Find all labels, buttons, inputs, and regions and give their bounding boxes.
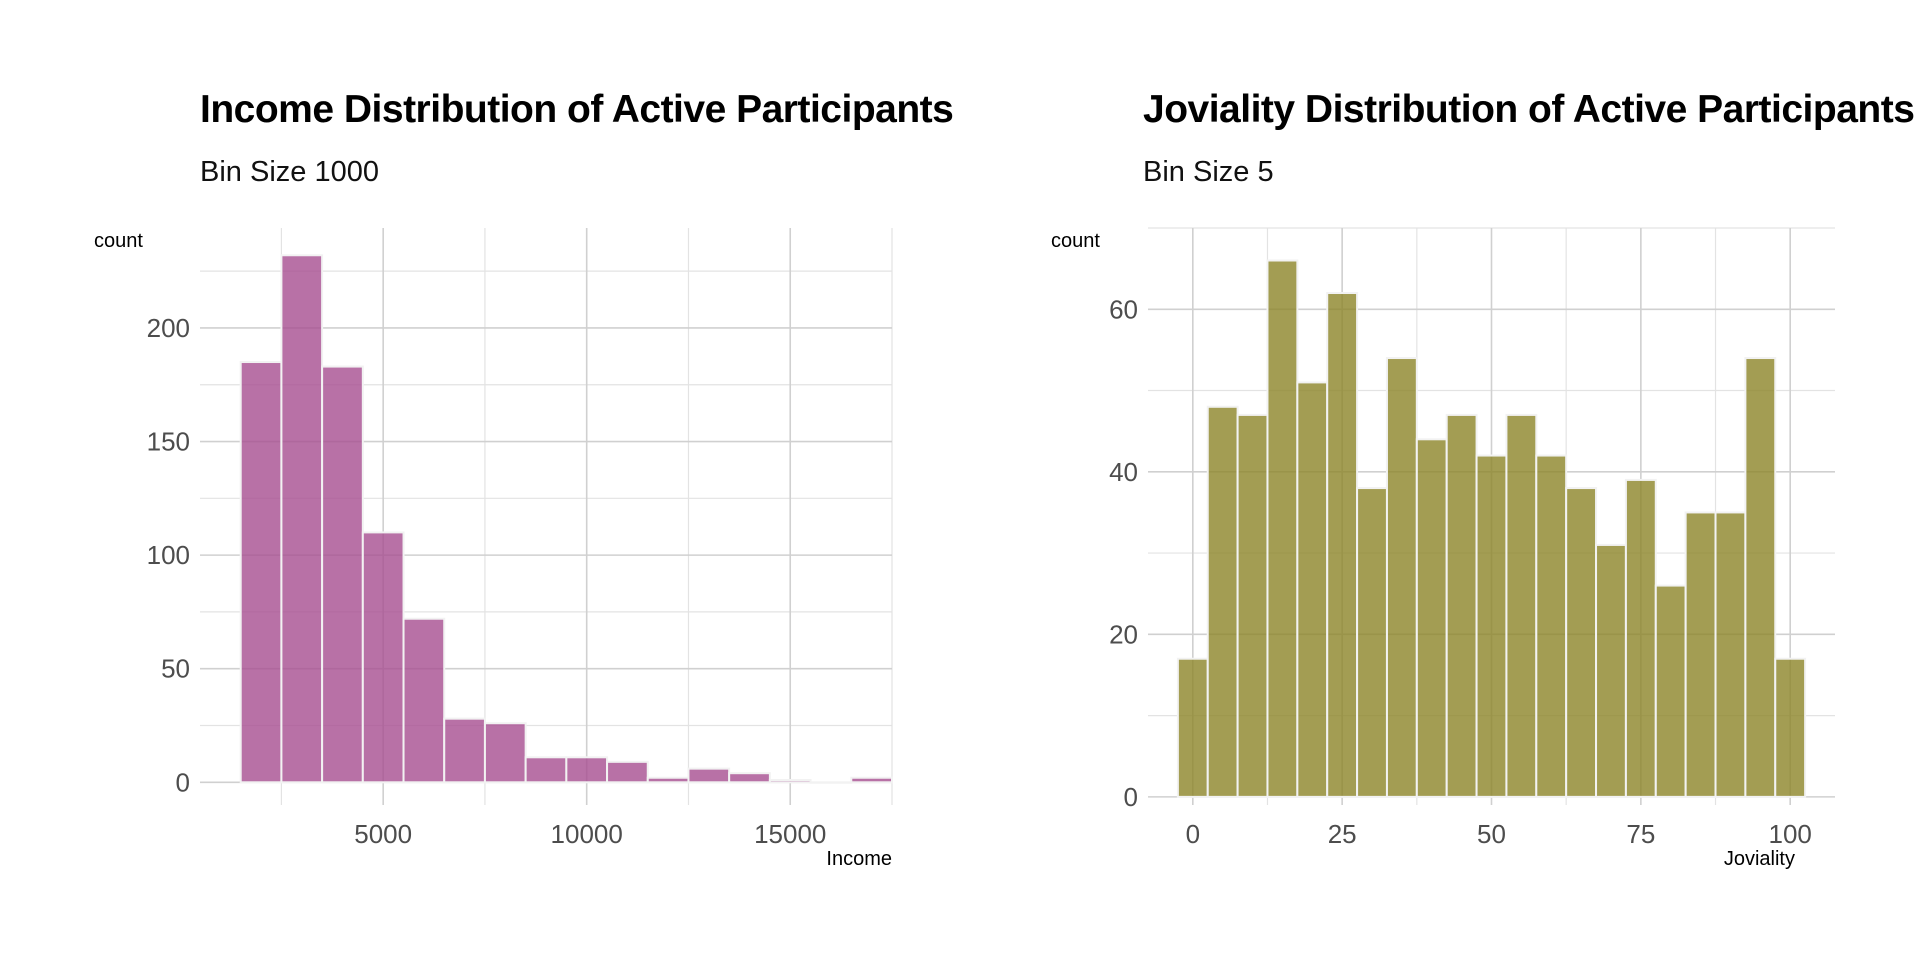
x-tick-label: 25	[1328, 819, 1357, 849]
histogram-bar	[1236, 413, 1269, 798]
histogram-bar	[524, 756, 568, 784]
histogram-bar	[1356, 487, 1388, 798]
histogram-bar	[606, 760, 649, 784]
x-tick-label: 15000	[754, 819, 826, 849]
histogram-bar	[1385, 357, 1418, 798]
histogram-bar	[565, 756, 609, 784]
y-tick-label: 0	[1124, 782, 1138, 812]
x-tick-label: 50	[1477, 819, 1506, 849]
joviality-histogram-plot: 0 20 40 60 0 25 50 75 100	[1109, 227, 1835, 849]
income-histogram-panel: 0 50 100 150 200 5000 10000 15000 Income Distri…	[94, 88, 954, 870]
y-axis-label: count	[1051, 230, 1100, 252]
histogram-bar	[850, 776, 894, 784]
histogram-bar	[1684, 511, 1717, 798]
histogram-bar	[1266, 259, 1299, 798]
x-tick-label: 5000	[354, 819, 412, 849]
y-tick-label: 0	[176, 767, 190, 797]
x-tick-label: 75	[1626, 819, 1655, 849]
histogram-bar	[1415, 438, 1448, 798]
y-tick-label: 200	[147, 313, 190, 343]
chart-subtitle: Bin Size 5	[1143, 156, 1274, 188]
chart-title: Joviality Distribution of Active Partici…	[1143, 88, 1915, 131]
histogram-bar	[1296, 381, 1329, 798]
histogram-bar	[321, 365, 364, 784]
histogram-bar	[687, 767, 731, 784]
histogram-bar	[239, 361, 283, 784]
y-tick-label: 50	[161, 654, 190, 684]
histogram-bar	[1326, 292, 1359, 798]
histogram-bar	[1595, 543, 1627, 798]
y-axis-label: count	[94, 230, 143, 252]
histogram-bar	[1774, 657, 1807, 798]
histogram-bar	[1206, 405, 1239, 798]
histogram-bar	[1624, 478, 1657, 798]
y-tick-label: 100	[147, 540, 190, 570]
histogram-bar	[1176, 657, 1209, 798]
histogram-bar	[1744, 357, 1777, 798]
histogram-bar	[483, 722, 527, 784]
y-tick-label: 40	[1109, 457, 1138, 487]
y-tick-label: 20	[1109, 619, 1138, 649]
histogram-bar	[361, 531, 405, 784]
x-tick-label: 10000	[551, 819, 623, 849]
x-axis-label: Joviality	[1723, 848, 1795, 870]
histogram-bar	[1565, 487, 1598, 798]
histogram-bar	[646, 776, 690, 784]
joviality-histogram-panel: 0 20 40 60 0 25 50 75 100 Joviality Distribution…	[960, 0, 1920, 960]
histogram-bar	[728, 772, 771, 784]
histogram-bar	[1654, 584, 1687, 798]
histogram-bar	[402, 617, 446, 784]
income-histogram-plot: 0 50 100 150 200 5000 10000 15000	[147, 228, 894, 849]
histogram-bar	[809, 781, 853, 784]
histogram-bar	[280, 254, 324, 784]
x-tick-label: 0	[1186, 819, 1200, 849]
chart-title: Income Distribution of Active Participan…	[200, 88, 954, 131]
histogram-bar	[1445, 413, 1478, 798]
histogram-bar	[1475, 454, 1508, 798]
y-tick-label: 60	[1109, 294, 1138, 324]
x-axis-label: Income	[826, 848, 892, 870]
histogram-bar	[768, 779, 812, 784]
x-tick-label: 100	[1769, 819, 1812, 849]
histogram-bar	[1505, 413, 1538, 798]
chart-subtitle: Bin Size 1000	[200, 156, 379, 188]
histogram-bar	[443, 717, 486, 784]
histogram-bar	[1714, 511, 1747, 798]
y-tick-label: 150	[147, 427, 190, 457]
histogram-bar	[1535, 454, 1568, 798]
